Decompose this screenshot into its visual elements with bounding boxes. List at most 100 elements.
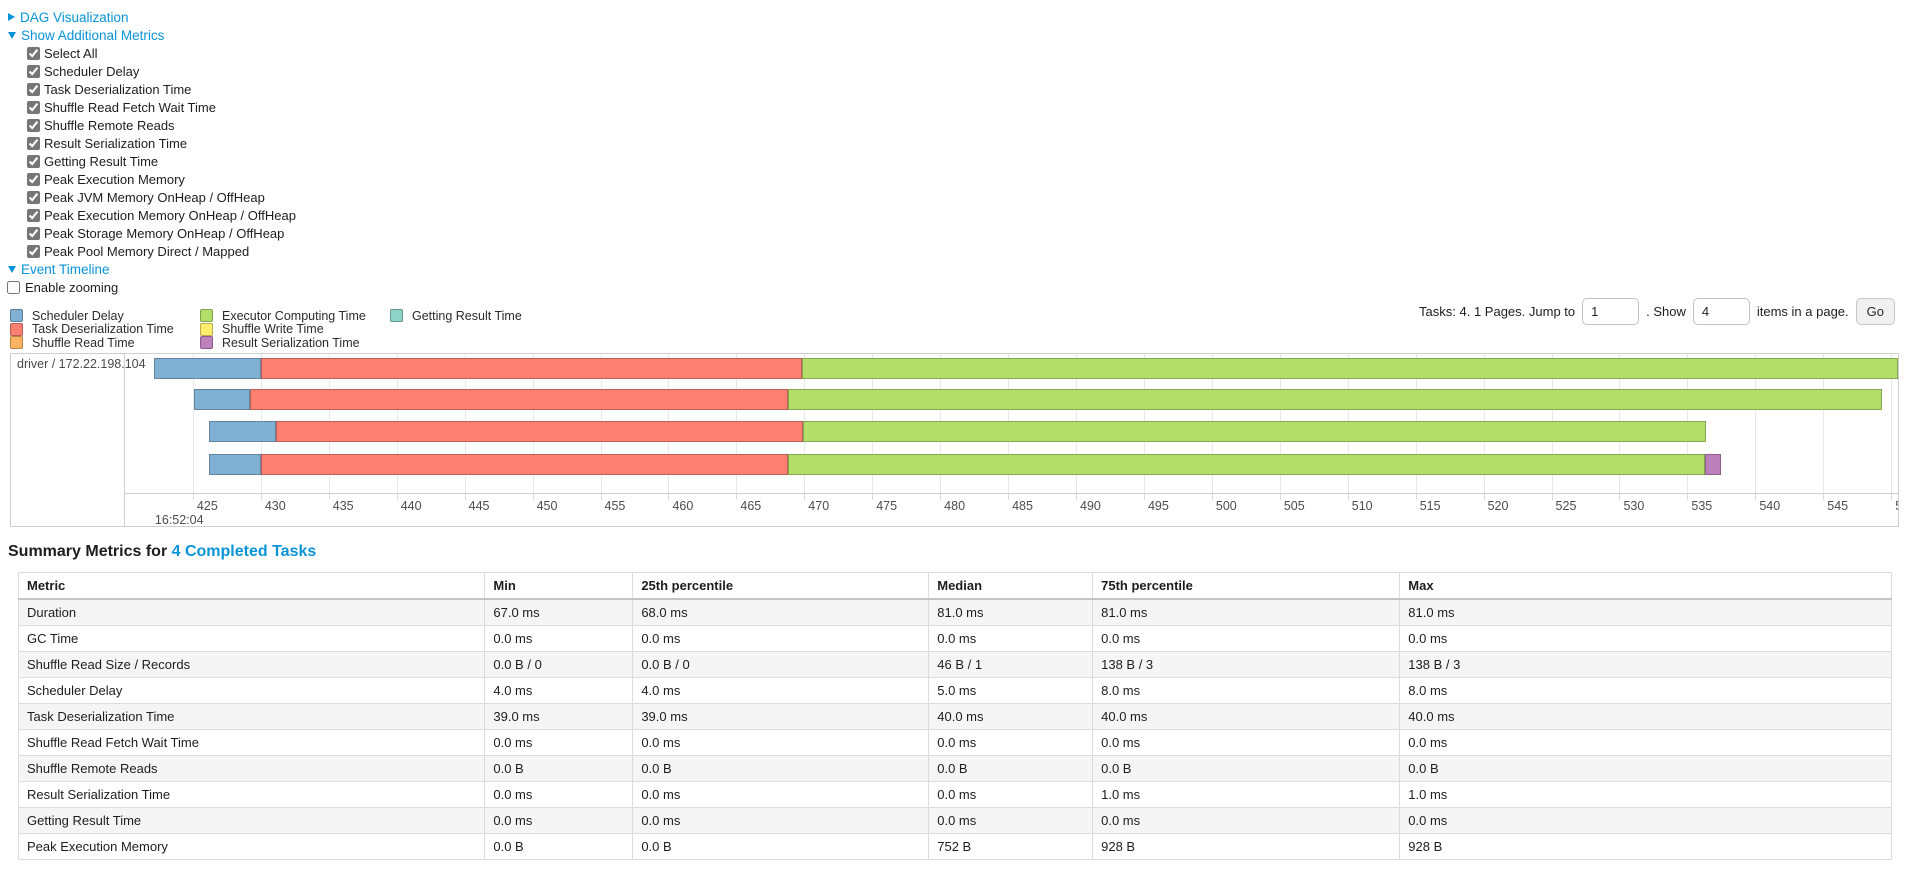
- timeline-gridline: [1891, 354, 1893, 493]
- metric-value-cell: 0.0 ms: [1399, 729, 1892, 756]
- axis-tick-mark: [1483, 494, 1485, 500]
- axis-tick-mark: [1823, 494, 1825, 500]
- metric-checkbox-label: Scheduler Delay: [44, 63, 140, 79]
- legend-label: Result Serialization Time: [222, 335, 360, 350]
- timeline-bar-segment-task_deserialization[interactable]: [275, 421, 803, 442]
- timeline-bar-segment-executor_computing[interactable]: [788, 454, 1706, 475]
- table-header-cell: Median: [928, 572, 1094, 600]
- metric-checkbox[interactable]: [27, 208, 40, 222]
- table-row: Result Serialization Time 0.0 ms 0.0 ms 0.0…: [17, 781, 1892, 808]
- summary-metrics-table: Metric Min 25th percentile Median 75th perce…: [17, 572, 1892, 860]
- axis-tick-label: 455: [604, 499, 626, 513]
- section-event-timeline[interactable]: Event Timeline: [8, 260, 1907, 278]
- completed-tasks-link: 4 Completed Tasks: [171, 543, 317, 560]
- axis-tick-label: 425: [196, 499, 218, 513]
- metric-checkbox[interactable]: [27, 64, 40, 78]
- axis-tick-mark: [328, 494, 330, 500]
- axis-tick-label: 440: [400, 499, 422, 513]
- summary-table-body: Duration 67.0 ms 68.0 ms 81.0 ms 81.0 ms 81.0…: [17, 598, 1892, 860]
- metric-value-cell: 0.0 B: [484, 755, 634, 782]
- axis-tick-mark: [1551, 494, 1553, 500]
- metric-checkbox[interactable]: [27, 46, 40, 60]
- axis-tick-label: 465: [740, 499, 762, 513]
- axis-tick-mark: [1619, 494, 1621, 500]
- metric-value-cell: 752 B: [928, 833, 1094, 860]
- metric-checkbox-item: Shuffle Read Fetch Wait Time: [27, 98, 1907, 116]
- enable-zooming-checkbox[interactable]: [7, 280, 20, 294]
- legend-item: Shuffle Read Time: [10, 336, 200, 350]
- axis-major-label: 16:52:04: [154, 513, 204, 526]
- show-additional-metrics-link[interactable]: Show Additional Metrics: [21, 27, 165, 43]
- metric-checkbox[interactable]: [27, 190, 40, 204]
- axis-tick-label: 525: [1555, 499, 1577, 513]
- axis-tick-mark: [1211, 494, 1213, 500]
- metric-value-cell: 67.0 ms: [484, 598, 634, 626]
- jump-to-page-input[interactable]: [1582, 298, 1640, 325]
- timeline-bar-segment-scheduler_delay[interactable]: [209, 454, 261, 475]
- timeline-bar-segment-scheduler_delay[interactable]: [153, 358, 261, 379]
- legend-swatch: [10, 336, 23, 350]
- table-row: Task Deserialization Time 39.0 ms 39.0 ms 4…: [17, 703, 1892, 730]
- metric-checkbox[interactable]: [27, 82, 40, 96]
- metric-checkbox[interactable]: [27, 226, 40, 240]
- metric-checkbox-item: Scheduler Delay: [27, 62, 1907, 80]
- metric-value-cell: 8.0 ms: [1092, 677, 1401, 704]
- section-dag-visualization[interactable]: DAG Visualization: [8, 8, 1907, 26]
- timeline-bar-segment-executor_computing[interactable]: [801, 358, 1898, 379]
- go-button[interactable]: Go: [1855, 298, 1895, 325]
- metric-value-cell: 4.0 ms: [484, 677, 634, 704]
- timeline-bar-segment-scheduler_delay[interactable]: [209, 421, 276, 442]
- metric-value-cell: 0.0 ms: [632, 625, 930, 652]
- metric-value-cell: 0.0 ms: [1092, 729, 1401, 756]
- metric-value-cell: 0.0 B: [928, 755, 1094, 782]
- timeline-bar-segment-result_serialization[interactable]: [1705, 454, 1722, 475]
- metric-value-cell: 0.0 ms: [1399, 807, 1892, 834]
- timeline-plot-area: 16:52:04 425 430 435 440 445 450 455 460 465 470 4…: [125, 354, 1898, 526]
- timeline-bar-segment-executor_computing[interactable]: [788, 389, 1882, 410]
- metric-checkbox[interactable]: [27, 172, 40, 186]
- dag-visualization-link[interactable]: DAG Visualization: [20, 9, 129, 25]
- metric-value-cell: 39.0 ms: [632, 703, 930, 730]
- metric-checkbox[interactable]: [27, 118, 40, 132]
- axis-tick-label: 510: [1351, 499, 1373, 513]
- metric-value-cell: 4.0 ms: [632, 677, 930, 704]
- metric-checkbox-label: Peak Execution Memory OnHeap / OffHeap: [44, 207, 296, 223]
- timeline-bar-segment-executor_computing[interactable]: [802, 421, 1707, 442]
- metric-value-cell: 8.0 ms: [1399, 677, 1892, 704]
- table-header-cell: Min: [484, 572, 634, 600]
- event-timeline-link[interactable]: Event Timeline: [21, 261, 110, 277]
- items-per-page-input[interactable]: [1692, 298, 1750, 325]
- show-text: . Show: [1646, 304, 1686, 319]
- timeline-gridline: [192, 354, 194, 493]
- tasks-count-text: Tasks: 4. 1 Pages. Jump to: [1419, 304, 1576, 319]
- metric-value-cell: 81.0 ms: [1399, 598, 1892, 626]
- metric-value-cell: 0.0 B: [632, 755, 930, 782]
- timeline-bar-segment-scheduler_delay[interactable]: [194, 389, 250, 410]
- table-row: Shuffle Read Fetch Wait Time 0.0 ms 0.0 ms…: [17, 729, 1892, 756]
- timeline-bar-segment-task_deserialization[interactable]: [249, 389, 788, 410]
- metric-checkbox[interactable]: [27, 154, 40, 168]
- timeline-bar-segment-task_deserialization[interactable]: [260, 358, 802, 379]
- table-header-cell: 25th percentile: [632, 572, 930, 600]
- timeline-bar-segment-task_deserialization[interactable]: [260, 454, 788, 475]
- metric-value-cell: 0.0 ms: [484, 729, 634, 756]
- metric-value-cell: 68.0 ms: [632, 598, 930, 626]
- axis-tick-label: 485: [1012, 499, 1033, 513]
- axis-tick-label: 515: [1419, 499, 1441, 513]
- metric-value-cell: 81.0 ms: [928, 598, 1094, 626]
- metric-checkbox[interactable]: [27, 136, 40, 150]
- metric-checkbox-label: Peak JVM Memory OnHeap / OffHeap: [44, 189, 265, 205]
- metric-checkbox[interactable]: [27, 244, 40, 258]
- axis-tick-label: 470: [808, 499, 830, 513]
- table-row: Scheduler Delay 4.0 ms 4.0 ms 5.0 ms 8.0 ms 8…: [17, 677, 1892, 704]
- metric-checkbox[interactable]: [27, 100, 40, 114]
- section-show-additional-metrics[interactable]: Show Additional Metrics: [8, 26, 1907, 44]
- metric-value-cell: 0.0 ms: [632, 729, 930, 756]
- timeline-bars-layer: [125, 354, 1898, 493]
- metric-value-cell: 0.0 ms: [1399, 625, 1892, 652]
- table-row: Peak Execution Memory 0.0 B 0.0 B 752 B 928 …: [17, 833, 1892, 860]
- axis-tick-label: 495: [1147, 499, 1169, 513]
- metric-checkbox-label: Peak Pool Memory Direct / Mapped: [44, 243, 250, 259]
- legend-swatch: [200, 309, 213, 323]
- metric-value-cell: 0.0 ms: [928, 781, 1094, 808]
